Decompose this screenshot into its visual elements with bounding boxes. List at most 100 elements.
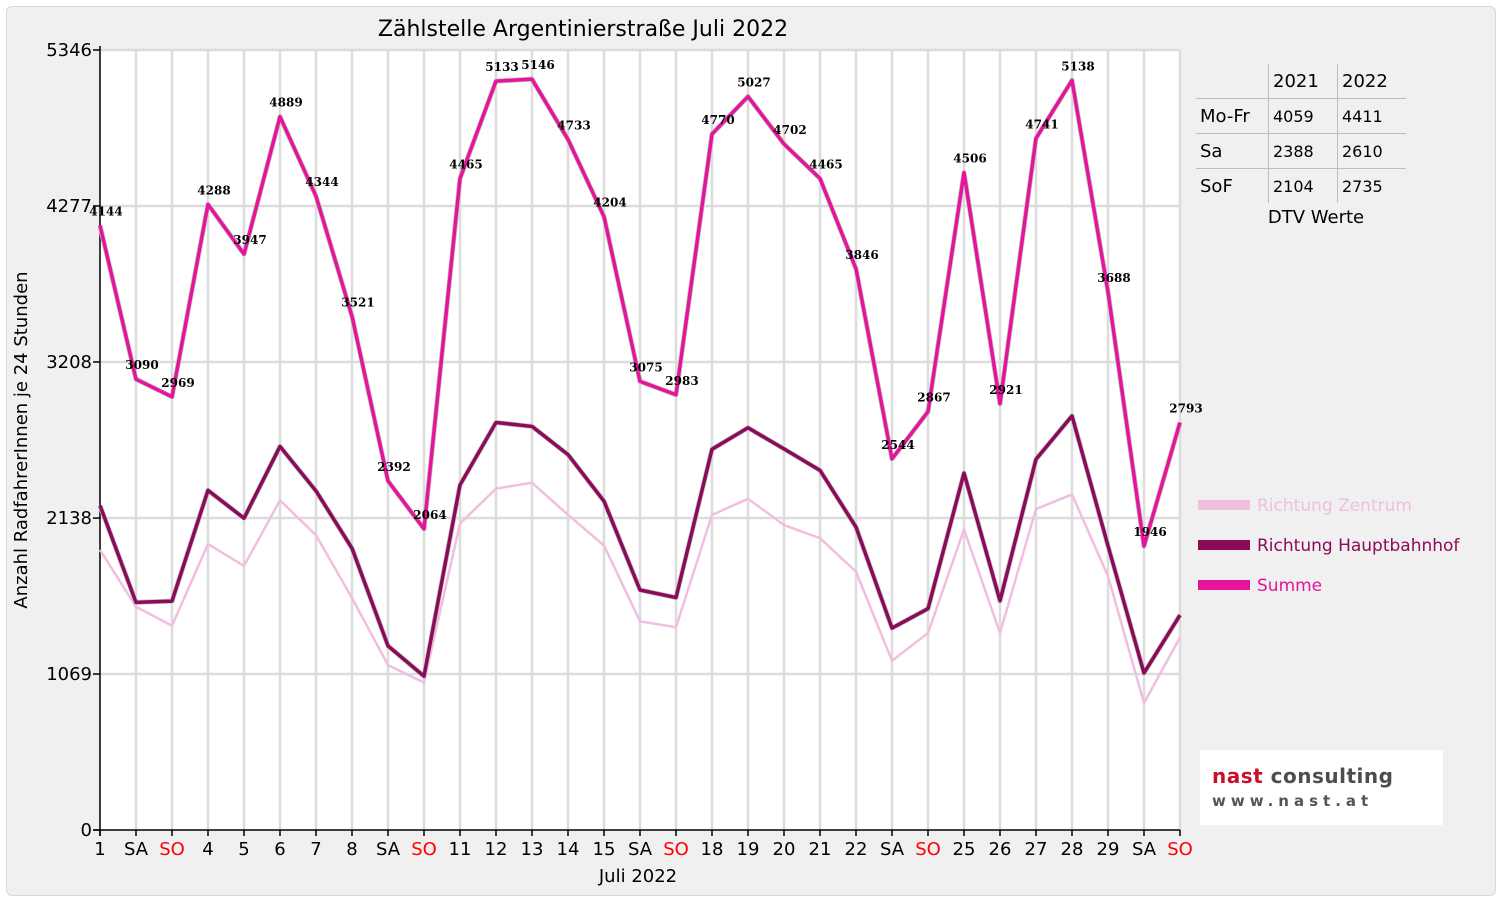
x-tick-label: 11 [449,839,472,860]
legend-entry: Richtung Hauptbahnhof [1257,536,1460,556]
dtv-header-2022: 2022 [1337,64,1406,99]
data-label: 5027 [737,76,770,90]
dtv-header-2021: 2021 [1268,64,1338,99]
data-label: 1946 [1133,525,1166,539]
dtv-cell: 4059 [1268,98,1338,134]
nast-logo: nast consulting www.nast.at [1200,750,1443,825]
legend-swatch [1198,580,1250,590]
y-tick-label: 4277 [46,196,92,217]
dtv-row-label: Sa [1196,133,1269,169]
x-axis-label: Juli 2022 [598,866,677,887]
grid [100,48,1182,830]
data-label: 2983 [665,374,698,388]
logo-url: www.nast.at [1212,792,1374,810]
dtv-cell: 4411 [1337,98,1406,134]
y-axis-label: Anzahl RadfahrerInnen je 24 Stunden [11,271,32,608]
dtv-row-sa: Sa 2388 2610 [1196,133,1406,169]
x-tick-label: 26 [989,839,1012,860]
data-label: 4344 [305,175,338,189]
dtv-row-mofr: Mo-Fr 4059 4411 [1196,98,1406,134]
data-label: 4702 [773,123,806,137]
x-tick-label: 13 [521,839,544,860]
data-label: 2969 [161,376,194,390]
x-tick-label: SO [411,839,437,860]
x-tick-label: 7 [310,839,321,860]
x-tick-label: SA [628,839,653,860]
x-tick-label: 4 [202,839,213,860]
dtv-cell: 2610 [1337,133,1406,169]
chart-title: Zählstelle Argentinierstraße Juli 2022 [378,17,788,42]
data-label: 2064 [413,508,446,522]
data-label: 2793 [1169,401,1202,415]
data-label: 5146 [521,58,554,72]
dtv-cell: 2735 [1337,168,1406,203]
x-tick-label: 25 [953,839,976,860]
data-label: 4889 [269,96,302,110]
dtv-cell: 2388 [1268,133,1338,169]
legend: Richtung Zentrum Richtung Hauptbahnhof Sum… [1198,496,1460,596]
x-tick-label: 6 [274,839,285,860]
data-label: 4465 [449,158,482,172]
logo-name-rest: consulting [1263,764,1394,788]
x-tick-label: 28 [1061,839,1084,860]
x-tick-label: 29 [1097,839,1120,860]
data-label: 5133 [485,60,518,74]
x-tick-label: 18 [701,839,724,860]
y-tick-label: 3208 [46,352,92,373]
x-tick-label: 19 [737,839,760,860]
x-tick-label: SO [915,839,941,860]
x-tick-label: 21 [809,839,832,860]
x-tick-label: 12 [485,839,508,860]
data-label: 4288 [197,183,230,197]
data-label: 4741 [1025,117,1058,131]
dtv-table-block: 2021 2022 Mo-Fr 4059 4411 Sa 2388 2610 S… [1196,64,1416,228]
data-label: 3846 [845,248,878,262]
data-label: 3521 [341,295,374,309]
legend-swatch [1198,500,1250,510]
axes [94,46,1180,836]
data-label: 3947 [233,233,266,247]
series-line-1 [98,481,1182,705]
y-tick-label: 0 [81,820,92,841]
x-tick-label: 5 [238,839,249,860]
dtv-cell: 2104 [1268,168,1338,203]
series-line-2 [98,414,1182,678]
x-tick-label: SA [1132,839,1157,860]
x-tick-label: SA [376,839,401,860]
data-label: 4733 [557,118,590,132]
x-tick-label: SA [124,839,149,860]
dtv-header-empty [1196,64,1269,99]
dtv-header-row: 2021 2022 [1196,64,1406,99]
x-tick-label: 27 [1025,839,1048,860]
x-tick-label: 8 [346,839,357,860]
logo-name: nast consulting [1212,764,1393,788]
y-tick-label: 5346 [46,40,92,61]
legend-entry: Richtung Zentrum [1257,496,1412,516]
dtv-row-sof: SoF 2104 2735 [1196,168,1406,203]
legend-entry: Summe [1257,576,1322,596]
data-label: 2867 [917,391,950,405]
logo-name-accent: nast [1212,764,1264,788]
dtv-table: 2021 2022 Mo-Fr 4059 4411 Sa 2388 2610 S… [1196,64,1406,203]
x-tick-label: SO [1167,839,1193,860]
data-label: 3090 [125,358,158,372]
y-tick-label: 2138 [46,508,92,529]
data-label: 4465 [809,158,842,172]
x-tick-label: SA [880,839,905,860]
legend-swatch [1198,540,1250,550]
x-ticks: 1 SA SO 4 5 6 7 8 SA SO 11 12 13 14 15 SA SO 18 19 20 21 22 SA… [94,830,1193,860]
dtv-caption: DTV Werte [1267,207,1365,228]
dtv-row-label: Mo-Fr [1196,98,1269,134]
data-label: 2392 [377,460,410,474]
y-ticks: 0 1069 2138 3208 4277 5346 [46,40,100,841]
x-tick-label: 1 [94,839,105,860]
dtv-row-label: SoF [1196,168,1269,203]
y-tick-label: 1069 [46,664,92,685]
data-label: 4204 [593,196,626,210]
data-label: 5138 [1061,59,1094,73]
data-label: 3075 [629,360,662,374]
data-label: 4506 [953,152,986,166]
x-tick-label: 15 [593,839,616,860]
